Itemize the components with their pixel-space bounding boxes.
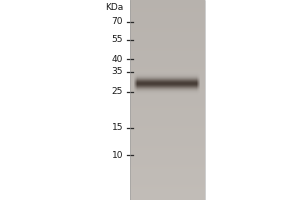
Text: 35: 35 bbox=[112, 68, 123, 76]
Text: 15: 15 bbox=[112, 123, 123, 132]
Text: 55: 55 bbox=[112, 36, 123, 45]
Text: KDa: KDa bbox=[105, 3, 123, 12]
Text: 40: 40 bbox=[112, 54, 123, 64]
Text: 70: 70 bbox=[112, 18, 123, 26]
Text: 10: 10 bbox=[112, 150, 123, 160]
Text: 25: 25 bbox=[112, 88, 123, 97]
